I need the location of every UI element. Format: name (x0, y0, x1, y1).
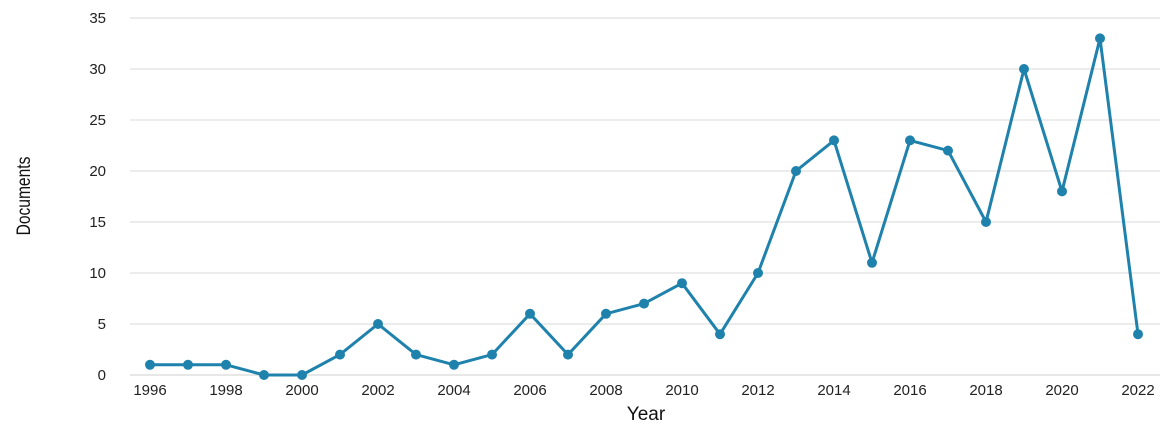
data-point-2017 (943, 145, 953, 156)
y-tick-label-20: 20 (89, 163, 106, 180)
x-tick-label-2014: 2014 (817, 382, 850, 399)
data-point-2000 (297, 370, 307, 380)
y-tick-label-0: 0 (98, 367, 106, 384)
x-tick-label-2020: 2020 (1045, 382, 1078, 399)
x-tick-label-2006: 2006 (513, 382, 546, 399)
data-point-2003 (411, 349, 421, 360)
data-point-2007 (563, 349, 573, 360)
data-point-2018 (981, 217, 991, 227)
data-point-2012 (753, 268, 763, 278)
y-axis-ticks: 0 5 10 15 20 25 30 35 (89, 10, 106, 384)
data-point-2009 (639, 298, 649, 309)
y-tick-label-15: 15 (89, 214, 106, 231)
x-tick-label-1998: 1998 (209, 382, 242, 399)
data-point-2008 (601, 308, 611, 319)
data-point-2015 (867, 257, 877, 268)
data-point-1998 (221, 359, 231, 370)
y-tick-label-10: 10 (89, 265, 106, 282)
data-point-2020 (1057, 186, 1067, 197)
data-point-2021 (1095, 33, 1105, 44)
data-point-2019 (1019, 64, 1029, 74)
x-tick-label-2002: 2002 (361, 382, 394, 399)
y-axis-title: Documents (13, 156, 35, 235)
x-tick-label-2010: 2010 (665, 382, 698, 399)
y-tick-label-35: 35 (89, 10, 106, 27)
x-tick-label-2008: 2008 (589, 382, 622, 399)
x-tick-label-2012: 2012 (741, 382, 774, 399)
x-tick-label-2018: 2018 (969, 382, 1002, 399)
data-point-2006 (525, 308, 535, 319)
x-tick-label-2016: 2016 (893, 382, 926, 399)
gridlines (130, 17, 1160, 376)
data-point-1997 (183, 359, 193, 370)
x-tick-label-2022: 2022 (1121, 382, 1154, 399)
data-point-2005 (487, 349, 497, 360)
data-point-2022 (1133, 329, 1143, 340)
data-point-1996 (145, 359, 155, 370)
data-point-2016 (905, 135, 915, 146)
x-axis-title: Year (627, 404, 666, 425)
data-point-2011 (715, 329, 725, 340)
data-point-1999 (259, 370, 269, 380)
data-point-2013 (791, 166, 801, 176)
series-line-0 (148, 36, 1140, 377)
data-point-2001 (335, 349, 345, 360)
data-point-2002 (373, 319, 383, 329)
x-tick-label-1996: 1996 (133, 382, 166, 399)
x-tick-label-2000: 2000 (285, 382, 318, 399)
y-tick-label-25: 25 (89, 112, 106, 129)
x-axis-ticks: 1996 1998 2000 2002 2004 2006 2008 2010 2012 2014… (133, 382, 1154, 399)
data-point-2014 (829, 135, 839, 146)
data-point-2004 (449, 359, 459, 370)
y-tick-label-30: 30 (89, 61, 106, 78)
x-tick-label-2004: 2004 (437, 382, 470, 399)
data-point-2010 (677, 278, 687, 289)
series-layer (145, 33, 1143, 380)
y-tick-label-5: 5 (98, 316, 106, 333)
